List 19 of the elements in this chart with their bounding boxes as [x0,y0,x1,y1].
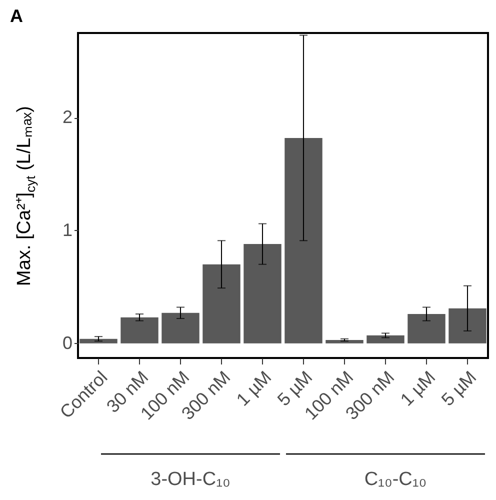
bar [448,308,486,344]
x-tick-label: 1 µM [232,367,276,410]
bar [244,244,282,344]
bar [162,312,200,344]
bar [366,335,404,344]
chart-title: A [10,6,23,27]
text: 3-OH-C₁₀ [150,469,230,490]
y-tick-label: 2 [62,107,72,128]
y-tick-label: 0 [62,332,72,353]
text: C₁₀-C₁₀ [364,469,427,490]
x-tick-label: 1 µM [396,367,440,410]
bar [202,264,240,344]
bar [284,138,322,344]
bar [120,317,158,344]
bar [80,338,118,344]
bar [326,340,364,344]
x-tick-label: 5 µM [438,367,480,410]
bar [408,314,446,344]
y-tick-label: 1 [62,220,72,240]
